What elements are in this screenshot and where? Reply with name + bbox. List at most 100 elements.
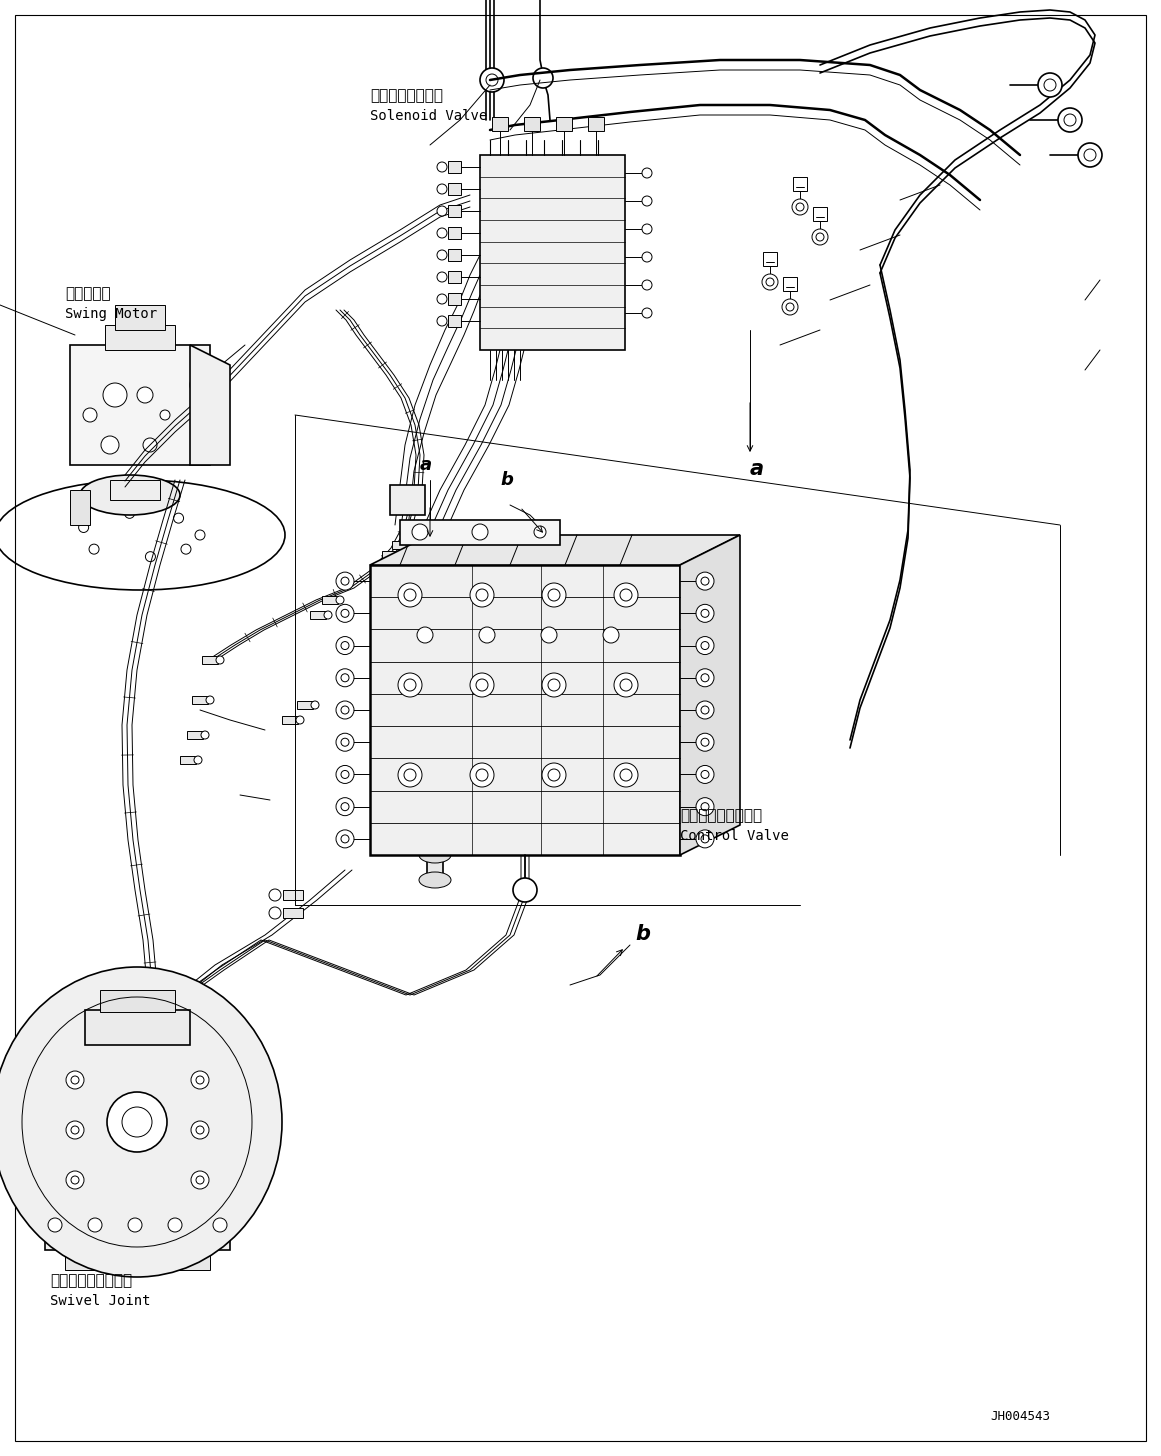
Bar — [448, 293, 461, 304]
Bar — [192, 696, 208, 705]
Circle shape — [66, 1171, 84, 1190]
Circle shape — [695, 636, 714, 655]
Bar — [427, 855, 444, 879]
Circle shape — [398, 673, 421, 697]
Circle shape — [695, 604, 714, 622]
Circle shape — [324, 612, 332, 619]
Text: a: a — [750, 459, 764, 479]
Bar — [115, 304, 165, 331]
Bar — [202, 657, 218, 664]
Bar — [793, 178, 807, 191]
Bar — [448, 183, 461, 195]
Circle shape — [695, 830, 714, 847]
Circle shape — [173, 513, 183, 523]
Circle shape — [137, 387, 153, 403]
Circle shape — [437, 229, 447, 237]
Bar — [392, 542, 408, 549]
Text: Swing Motor: Swing Motor — [65, 307, 157, 320]
Circle shape — [412, 524, 428, 540]
Circle shape — [695, 572, 714, 590]
Text: Solenoid Valve: Solenoid Valve — [370, 109, 488, 122]
Circle shape — [542, 763, 567, 788]
Bar — [587, 116, 604, 131]
Circle shape — [437, 316, 447, 326]
Circle shape — [192, 1171, 209, 1190]
Bar — [85, 1010, 190, 1045]
Circle shape — [199, 424, 222, 447]
Circle shape — [473, 524, 488, 540]
Circle shape — [336, 572, 354, 590]
Bar — [556, 116, 572, 131]
Circle shape — [418, 798, 442, 823]
Text: コントロールバルブ: コントロールバルブ — [680, 808, 762, 823]
Circle shape — [336, 596, 344, 604]
Circle shape — [541, 628, 557, 644]
Text: b: b — [500, 470, 513, 489]
Ellipse shape — [419, 872, 450, 888]
Bar — [763, 252, 777, 266]
Circle shape — [145, 552, 156, 562]
Text: スイベルジョイント: スイベルジョイント — [50, 1273, 132, 1289]
Circle shape — [783, 298, 798, 314]
Circle shape — [479, 68, 504, 92]
Circle shape — [311, 700, 319, 709]
Circle shape — [66, 1072, 84, 1089]
Bar — [283, 890, 303, 900]
Circle shape — [534, 526, 546, 539]
Bar — [448, 271, 461, 282]
Bar — [448, 249, 461, 261]
Circle shape — [190, 370, 219, 400]
Bar — [401, 520, 560, 545]
Circle shape — [479, 628, 495, 644]
Circle shape — [642, 309, 652, 317]
Circle shape — [396, 550, 404, 559]
Text: b: b — [635, 925, 650, 943]
Circle shape — [642, 252, 652, 262]
Circle shape — [212, 1219, 228, 1232]
Circle shape — [437, 294, 447, 304]
Ellipse shape — [0, 480, 284, 590]
Bar — [448, 227, 461, 239]
Circle shape — [160, 411, 170, 419]
Text: a: a — [420, 456, 432, 475]
Circle shape — [812, 229, 828, 245]
Circle shape — [88, 1219, 102, 1232]
Bar — [100, 990, 175, 1012]
Circle shape — [542, 673, 567, 697]
Circle shape — [128, 1219, 142, 1232]
Circle shape — [695, 798, 714, 815]
Bar — [180, 756, 196, 764]
Polygon shape — [370, 534, 740, 565]
Circle shape — [107, 1092, 167, 1152]
Circle shape — [79, 523, 88, 533]
Circle shape — [269, 890, 281, 901]
Bar — [382, 550, 398, 559]
Text: Swivel Joint: Swivel Joint — [50, 1294, 151, 1307]
Circle shape — [101, 435, 118, 454]
Circle shape — [470, 582, 493, 607]
Circle shape — [181, 545, 190, 555]
Circle shape — [470, 673, 493, 697]
Text: JH004543: JH004543 — [990, 1409, 1050, 1423]
Bar — [70, 345, 210, 464]
Circle shape — [201, 731, 209, 740]
Circle shape — [192, 1072, 209, 1089]
Circle shape — [762, 274, 778, 290]
Bar — [310, 612, 326, 619]
Circle shape — [336, 668, 354, 687]
Circle shape — [614, 673, 639, 697]
Circle shape — [194, 756, 202, 764]
Circle shape — [642, 167, 652, 178]
Circle shape — [437, 205, 447, 215]
Circle shape — [336, 798, 354, 815]
Circle shape — [336, 700, 354, 719]
Circle shape — [66, 1121, 84, 1139]
Circle shape — [1038, 73, 1062, 98]
Bar — [783, 277, 796, 291]
Bar — [45, 1214, 230, 1251]
Circle shape — [216, 657, 224, 664]
Circle shape — [336, 734, 354, 751]
Circle shape — [642, 224, 652, 234]
Bar — [370, 565, 680, 855]
Bar — [448, 162, 461, 173]
